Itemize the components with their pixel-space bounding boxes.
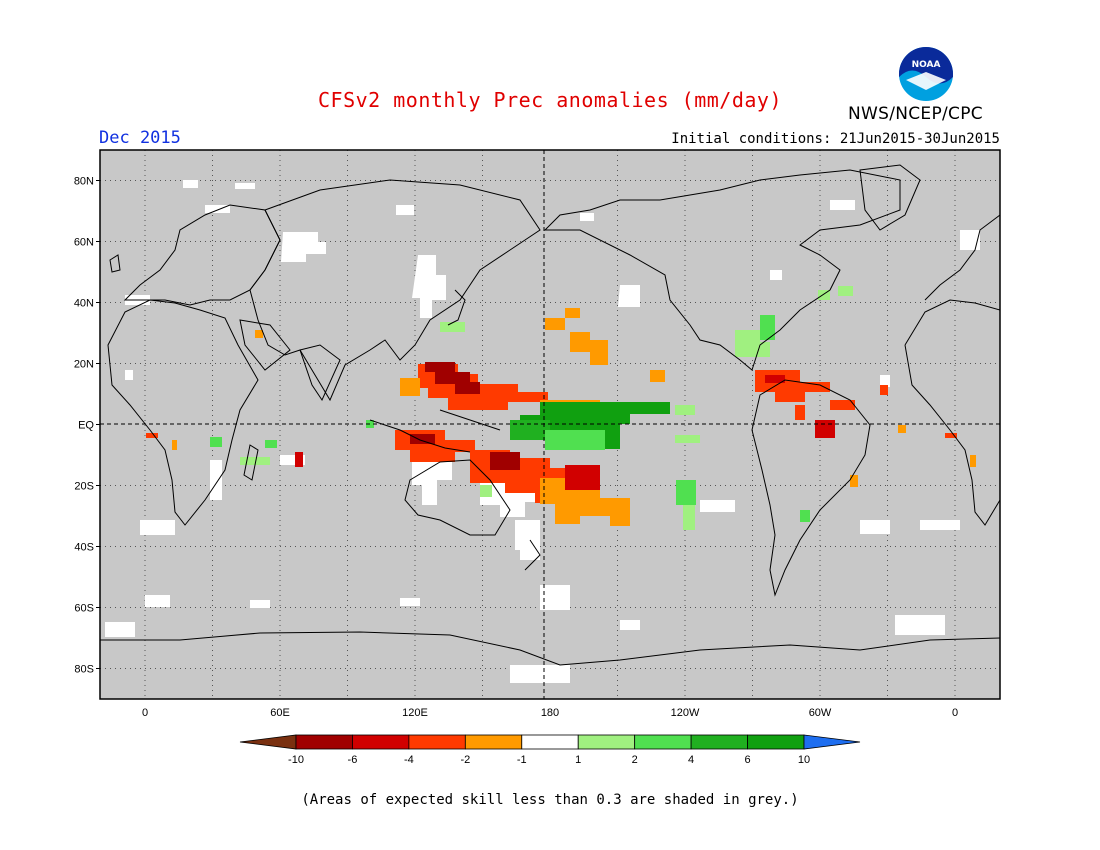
lat-label: 80S xyxy=(74,664,94,676)
legend-bin xyxy=(239,734,297,750)
lat-label: 20N xyxy=(74,359,94,371)
lat-label: 60S xyxy=(74,603,94,615)
legend-bin xyxy=(464,734,523,750)
lon-label: 0 xyxy=(952,707,958,719)
legend-label: 1 xyxy=(575,754,581,766)
longitude-labels: 0 60E 120E 180 120W 60W 0 xyxy=(142,707,958,719)
lat-label: 20S xyxy=(74,481,94,493)
legend-label: 2 xyxy=(632,754,638,766)
lon-label: 120W xyxy=(671,707,700,719)
lon-label: 180 xyxy=(541,707,559,719)
footnote: (Areas of expected skill less than 0.3 a… xyxy=(301,792,799,808)
lat-label: 60N xyxy=(74,237,94,249)
agency-label: NWS/NCEP/CPC xyxy=(848,104,983,124)
chart-title: CFSv2 monthly Prec anomalies (mm/day) xyxy=(317,88,783,112)
initial-conditions: Initial conditions: 21Jun2015-30Jun2015 xyxy=(671,131,1000,147)
legend-bin xyxy=(408,734,466,750)
noaa-logo: NOAA xyxy=(897,45,955,103)
logo-text: NOAA xyxy=(912,60,941,70)
lat-label: 80N xyxy=(74,176,94,188)
lon-label: 120E xyxy=(402,707,428,719)
lon-label: 60E xyxy=(270,707,290,719)
lon-label: 0 xyxy=(142,707,148,719)
legend-bin xyxy=(747,734,805,750)
legend-bin xyxy=(521,734,579,750)
legend-bin xyxy=(803,734,861,750)
legend-bin xyxy=(352,734,410,750)
legend-bin xyxy=(577,734,636,750)
coastlines xyxy=(100,164,1000,666)
lat-label: 40N xyxy=(74,298,94,310)
latitude-labels: 80N 60N 40N 20N EQ 20S 40S 60S 80S xyxy=(74,176,100,676)
legend-label: 10 xyxy=(798,754,810,766)
legend-bin xyxy=(634,734,692,750)
lon-label: 60W xyxy=(809,707,832,719)
lat-label: EQ xyxy=(78,420,94,432)
legend-label: -10 xyxy=(288,754,304,766)
legend-label: 6 xyxy=(744,754,750,766)
legend-label: -1 xyxy=(517,754,527,766)
legend-bin xyxy=(295,734,353,750)
legend-label: -2 xyxy=(460,754,470,766)
lat-label: 40S xyxy=(74,542,94,554)
legend-label: -6 xyxy=(348,754,358,766)
dry-anomalies xyxy=(146,308,976,526)
forecast-period: Dec 2015 xyxy=(99,128,181,148)
legend-bin xyxy=(690,734,748,750)
legend-label: -4 xyxy=(404,754,414,766)
legend-label: 4 xyxy=(688,754,694,766)
